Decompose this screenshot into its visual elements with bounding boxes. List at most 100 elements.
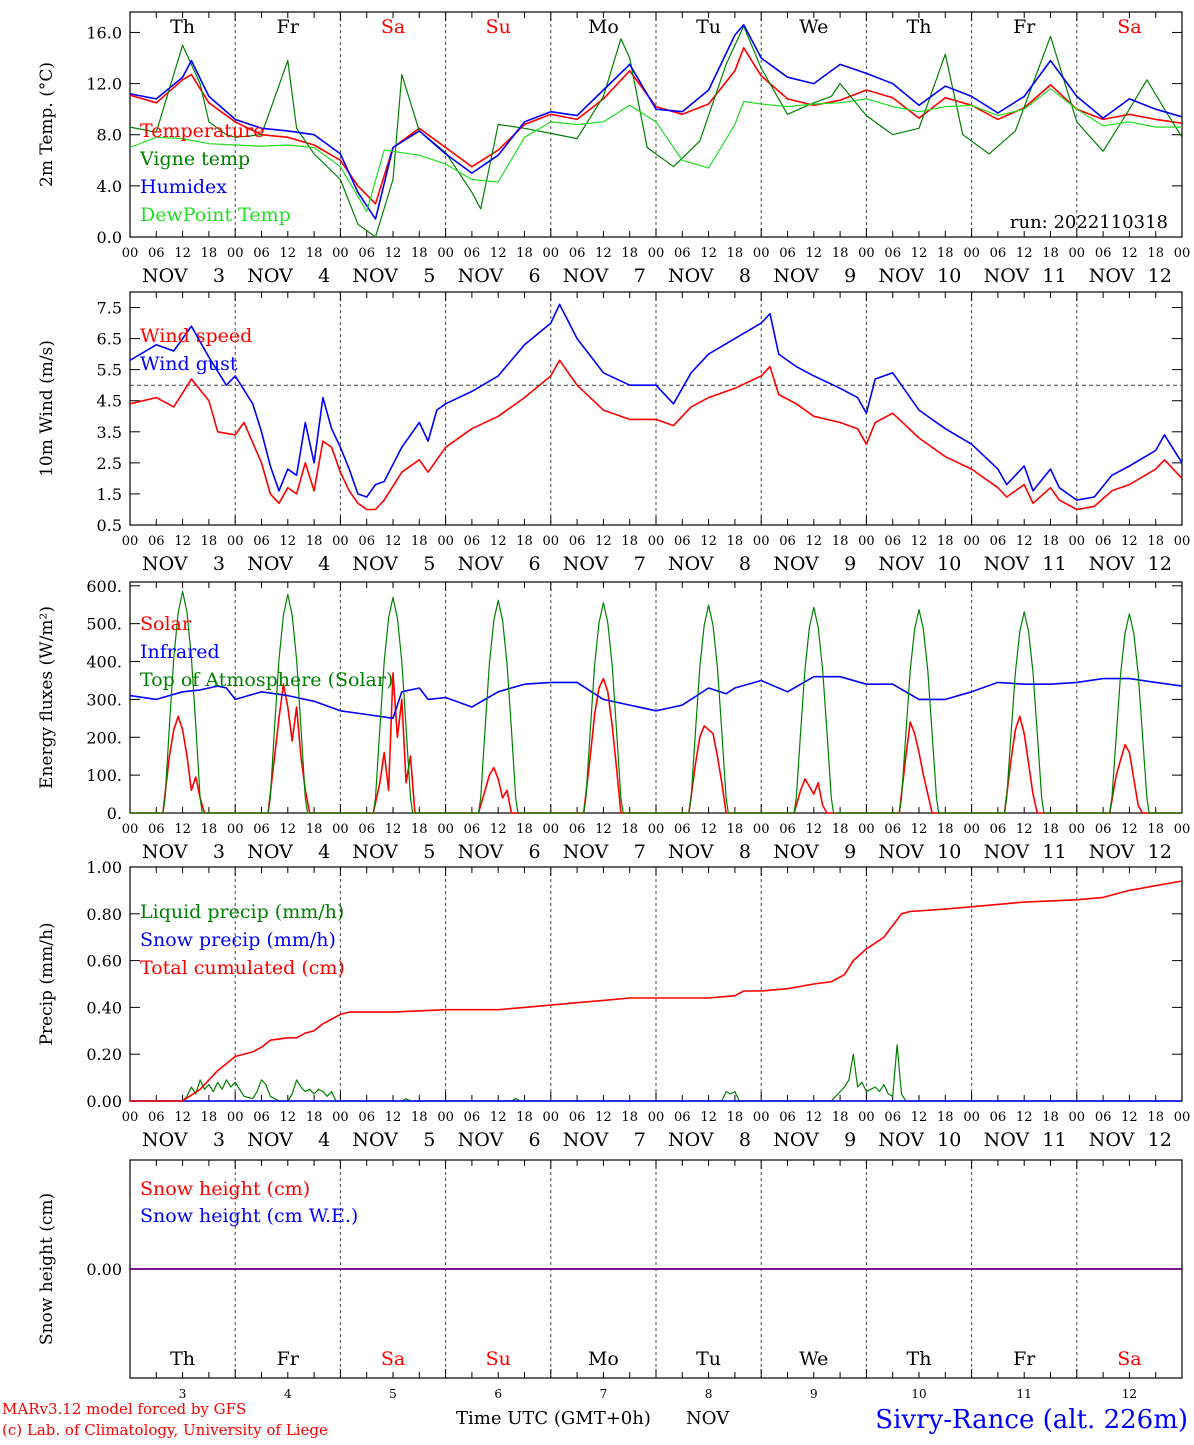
hour-tick-label: 06 bbox=[779, 822, 796, 837]
date-day-label: 9 bbox=[844, 265, 856, 287]
hour-tick-label: 00 bbox=[543, 246, 560, 261]
hour-tick-label: 18 bbox=[1042, 246, 1059, 261]
hour-tick-label: 12 bbox=[1016, 246, 1033, 261]
hour-tick-label: 00 bbox=[332, 534, 349, 549]
hour-tick-label: 00 bbox=[648, 1110, 665, 1125]
hour-tick-label: 12 bbox=[595, 246, 612, 261]
hour-tick-label: 18 bbox=[1042, 822, 1059, 837]
date-month-label: NOV bbox=[773, 1129, 819, 1151]
hour-tick-label: 18 bbox=[937, 246, 954, 261]
hour-tick-label: 06 bbox=[990, 246, 1007, 261]
y-tick-label: 1.00 bbox=[86, 858, 122, 877]
hour-tick-label: 18 bbox=[411, 246, 428, 261]
hour-tick-label: 12 bbox=[806, 822, 823, 837]
hour-tick-label: 06 bbox=[358, 246, 375, 261]
hour-tick-label: 06 bbox=[674, 1110, 691, 1125]
weekday-label: Th bbox=[907, 1348, 932, 1370]
hour-tick-label: 06 bbox=[358, 822, 375, 837]
hour-tick-label: 00 bbox=[332, 822, 349, 837]
series-line bbox=[129, 88, 1182, 212]
date-day-label: 11 bbox=[1042, 1129, 1066, 1151]
date-day-label: 10 bbox=[937, 841, 961, 863]
legend-entry: Vigne temp bbox=[139, 148, 250, 170]
date-day-label: 3 bbox=[213, 553, 225, 575]
series-line bbox=[129, 359, 1183, 511]
weekday-label: Sa bbox=[1117, 1348, 1141, 1370]
y-tick-label: 3.5 bbox=[97, 423, 122, 442]
weekday-label: Tu bbox=[696, 1348, 721, 1370]
date-month-label: NOV bbox=[773, 841, 819, 863]
y-tick-label: 600. bbox=[86, 577, 122, 596]
hour-tick-label: 18 bbox=[201, 534, 218, 549]
hour-tick-label: 00 bbox=[858, 822, 875, 837]
weekday-label: Sa bbox=[381, 16, 405, 38]
hour-tick-label: 00 bbox=[1069, 1110, 1086, 1125]
hour-tick-label: 18 bbox=[516, 1110, 533, 1125]
model-credit-line: MARv3.12 model forced by GFS bbox=[2, 1400, 246, 1418]
hour-tick-label: 06 bbox=[1095, 534, 1112, 549]
date-month-label: NOV bbox=[247, 841, 293, 863]
hour-tick-label: 06 bbox=[779, 534, 796, 549]
hour-tick-label: 06 bbox=[358, 1110, 375, 1125]
hour-tick-label: 18 bbox=[937, 822, 954, 837]
hour-tick-label: 12 bbox=[911, 246, 928, 261]
series-line bbox=[130, 672, 1182, 814]
hour-tick-label: 00 bbox=[437, 246, 454, 261]
y-tick-label: 2.5 bbox=[97, 454, 122, 473]
hour-tick-label: 06 bbox=[990, 534, 1007, 549]
hour-tick-label: 12 bbox=[1016, 822, 1033, 837]
date-month-label: NOV bbox=[142, 1129, 188, 1151]
hour-tick-label: 00 bbox=[753, 534, 770, 549]
date-day-label: 3 bbox=[213, 1129, 225, 1151]
y-axis-label: Energy fluxes (W/m²) bbox=[37, 606, 57, 789]
hour-tick-label: 06 bbox=[884, 1110, 901, 1125]
series-line bbox=[129, 24, 1183, 220]
hour-tick-label: 18 bbox=[727, 822, 744, 837]
hour-tick-label: 06 bbox=[148, 1110, 165, 1125]
y-tick-label: 100. bbox=[86, 766, 122, 785]
day-number-label: 11 bbox=[1017, 1387, 1032, 1401]
date-day-label: 7 bbox=[634, 553, 646, 575]
date-day-label: 9 bbox=[844, 1129, 856, 1151]
hour-tick-label: 00 bbox=[963, 822, 980, 837]
hour-tick-label: 00 bbox=[437, 1110, 454, 1125]
y-tick-label: 0. bbox=[107, 804, 122, 823]
month-axis-label: NOV bbox=[686, 1408, 730, 1429]
weekday-label: Tu bbox=[696, 16, 721, 38]
date-day-label: 5 bbox=[423, 841, 435, 863]
weekday-label: Mo bbox=[588, 16, 619, 38]
series-line bbox=[130, 1044, 1182, 1102]
series-line bbox=[129, 47, 1183, 205]
date-day-label: 9 bbox=[844, 841, 856, 863]
hour-tick-label: 18 bbox=[201, 246, 218, 261]
hour-tick-label: 18 bbox=[832, 246, 849, 261]
date-day-label: 3 bbox=[213, 265, 225, 287]
hour-tick-label: 00 bbox=[543, 822, 560, 837]
y-axis-label: 10m Wind (m/s) bbox=[37, 340, 57, 477]
hour-tick-label: 00 bbox=[543, 534, 560, 549]
hour-tick-label: 12 bbox=[700, 822, 717, 837]
hour-tick-label: 12 bbox=[174, 534, 191, 549]
hour-tick-label: 00 bbox=[858, 534, 875, 549]
hour-tick-label: 18 bbox=[1042, 534, 1059, 549]
hour-tick-label: 12 bbox=[700, 534, 717, 549]
hour-tick-label: 12 bbox=[385, 822, 402, 837]
hour-tick-label: 18 bbox=[937, 534, 954, 549]
hour-tick-label: 00 bbox=[437, 534, 454, 549]
day-number-label: 10 bbox=[911, 1387, 926, 1401]
date-month-label: NOV bbox=[458, 265, 504, 287]
hour-tick-label: 00 bbox=[1174, 246, 1191, 261]
hour-tick-label: 12 bbox=[1016, 1110, 1033, 1125]
day-number-label: 3 bbox=[179, 1387, 187, 1401]
y-axis-label: 2m Temp. (°C) bbox=[37, 62, 57, 187]
date-day-label: 11 bbox=[1042, 553, 1066, 575]
date-day-label: 8 bbox=[739, 553, 751, 575]
hour-tick-label: 06 bbox=[990, 1110, 1007, 1125]
day-number-label: 8 bbox=[705, 1387, 713, 1401]
hour-tick-label: 00 bbox=[122, 1110, 139, 1125]
series-line bbox=[129, 675, 1183, 720]
hour-tick-label: 06 bbox=[990, 822, 1007, 837]
hour-tick-label: 12 bbox=[806, 534, 823, 549]
hour-tick-label: 18 bbox=[516, 534, 533, 549]
